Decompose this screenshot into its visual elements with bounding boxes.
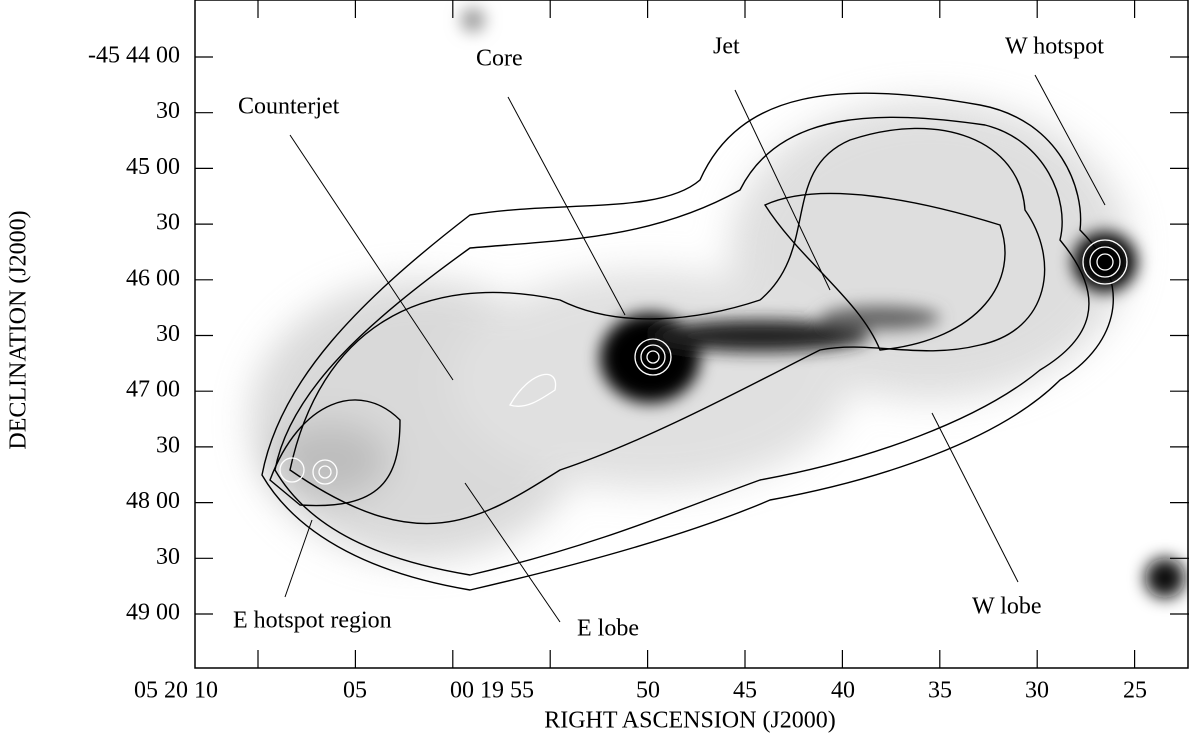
annotation: W lobe	[972, 594, 1042, 620]
y-tick-label: 30	[156, 98, 180, 124]
x-axis-label: RIGHT ASCENSION (J2000)	[544, 708, 836, 734]
annotation: E hotspot region	[233, 608, 392, 634]
y-tick-label: 30	[156, 544, 180, 570]
x-tick-label: 50	[636, 678, 660, 704]
x-tick-label: 40	[831, 678, 855, 704]
y-tick-label: 46 00	[126, 265, 180, 291]
x-tick-label: 35	[928, 678, 952, 704]
x-tick-label: 05 20 10	[134, 678, 218, 704]
y-tick-label: 30	[156, 210, 180, 236]
annotation: Jet	[713, 34, 740, 60]
x-tick-label: 25	[1123, 678, 1147, 704]
y-tick-label: 48 00	[126, 488, 180, 514]
annotation: Core	[476, 46, 523, 72]
annotation: W hotspot	[1005, 34, 1104, 60]
y-tick-label: 45 00	[126, 154, 180, 180]
figure: -45 44 00 30 45 00 30 46 00 30 47 00 30 48 00 30 4…	[0, 0, 1189, 738]
y-tick-label: 30	[156, 321, 180, 347]
y-tick-label: -45 44 00	[88, 43, 180, 69]
annotation: Counterjet	[238, 94, 340, 120]
x-tick-label: 00 19 55	[450, 678, 534, 704]
y-tick-label: 30	[156, 432, 180, 458]
x-tick-label: 45	[733, 678, 757, 704]
y-tick-label: 47 00	[126, 377, 180, 403]
annotation: E lobe	[577, 616, 639, 642]
y-tick-label: 49 00	[126, 600, 180, 626]
radio-image	[195, 0, 1189, 668]
x-tick-label: 05	[343, 678, 367, 704]
y-axis-label: DECLINATION (J2000)	[6, 210, 32, 449]
x-tick-label: 30	[1025, 678, 1049, 704]
